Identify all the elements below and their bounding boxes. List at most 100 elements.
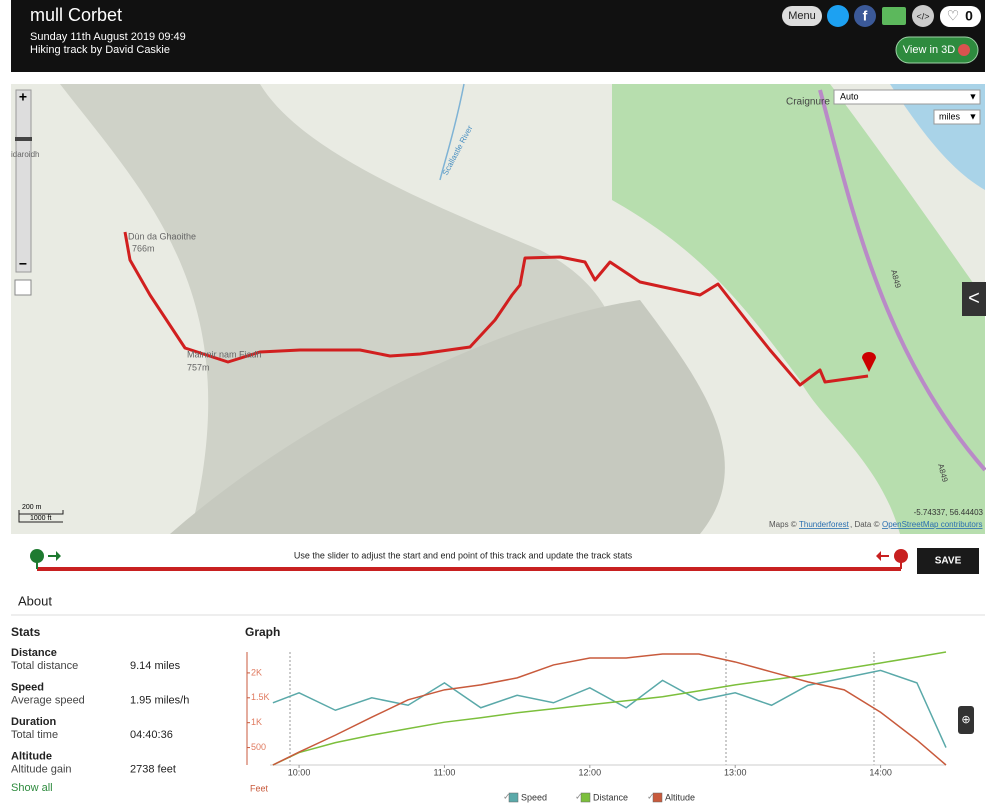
stat-value: 1.95 miles/h [130, 694, 189, 706]
email-button[interactable] [882, 7, 906, 25]
units[interactable]: miles [939, 111, 961, 121]
legend-label: Altitude [665, 792, 695, 802]
y-tick-label: 1.5K [251, 692, 270, 702]
slider-end-handle[interactable] [894, 549, 908, 563]
series-line [272, 651, 947, 766]
zoom-out[interactable]: − [19, 256, 27, 272]
x-tick-label: 13:00 [724, 767, 747, 777]
zoom-handle[interactable] [15, 137, 32, 141]
zoom-bar [15, 89, 32, 273]
legend-check: ✓ [575, 791, 583, 801]
y-tick-label: 2K [251, 667, 262, 677]
map-label: idaroidh [11, 150, 39, 159]
stat-label: Total distance [11, 660, 78, 672]
y-tick-label: 1K [251, 717, 262, 727]
x-tick-label: 11:00 [434, 767, 456, 777]
stats-heading: Stats [11, 625, 41, 639]
fullscreen-button[interactable] [14, 279, 32, 296]
series-line [272, 653, 947, 766]
x-tick-label: 10:00 [288, 767, 311, 777]
scale-bar [18, 510, 64, 523]
attribution-link[interactable]: Thunderforest [799, 520, 850, 529]
legend-swatch [508, 792, 519, 803]
end-arrow [876, 551, 889, 561]
header-bar [11, 0, 985, 72]
hill-shade [170, 300, 725, 534]
stat-label: Total time [11, 729, 58, 741]
road [818, 89, 986, 472]
embed-icon: </> [916, 11, 929, 21]
legend-check: ✓ [503, 791, 511, 801]
series-line [272, 669, 947, 748]
heart-icon: ♡ [947, 8, 960, 24]
slider-instruction: Use the slider to adjust the start and e… [294, 550, 633, 560]
zoom-control: + − [14, 89, 32, 296]
stat-label: Average speed [11, 694, 85, 706]
like-button[interactable] [940, 6, 981, 27]
start-arrow [48, 551, 61, 561]
graph: 500 1K 1.5K 2K 10:00 11:00 12:00 13:00 14:00 ✓ Spe… [246, 651, 947, 803]
legend-label: Distance [593, 792, 628, 802]
stat-group: Distance [11, 647, 57, 659]
map-mode-select[interactable] [833, 89, 981, 105]
graph-heading: Graph [245, 625, 280, 639]
graph-zoom-button[interactable] [958, 706, 974, 734]
save-label[interactable]: SAVE [935, 556, 962, 567]
map-label: Dùn da Ghaoithe [128, 231, 196, 241]
x-tick-label: 12:00 [579, 767, 602, 777]
map-label: 757m [187, 362, 210, 372]
attribution: , Data © [850, 520, 880, 529]
scale-metric: 200 m [22, 504, 42, 511]
y-tick-label: 500 [251, 742, 266, 752]
facebook-button[interactable] [854, 5, 876, 27]
stat-value: 04:40:36 [130, 729, 173, 741]
menu-button[interactable] [782, 6, 822, 26]
side-panel-toggle[interactable] [962, 282, 986, 316]
track-subtitle: Hiking track by David Caskie [30, 44, 170, 56]
track-date: Sunday 11th August 2019 09:49 [30, 31, 186, 43]
y-axis-label: Feet [250, 783, 269, 793]
forest [612, 84, 985, 534]
stat-group: Speed [11, 681, 44, 693]
menu-label[interactable]: Menu [788, 10, 816, 22]
view-3d-button[interactable] [895, 36, 979, 64]
save-button[interactable] [917, 548, 979, 574]
facebook-icon: f [863, 8, 868, 24]
stat-group: Altitude [11, 750, 52, 762]
legend-check: ✓ [647, 791, 655, 801]
side-panel-icon: < [968, 287, 980, 309]
slider-start-handle[interactable] [30, 549, 44, 563]
dropdown-arrow: ▼ [969, 111, 978, 121]
x-tick-label: 14:00 [869, 767, 892, 777]
scale-imperial: 1000 ft [30, 515, 51, 522]
river [439, 83, 465, 181]
twitter-button[interactable] [827, 5, 849, 27]
map-label: Mainnir nam Fiadh [187, 349, 262, 359]
stat-group: Duration [11, 716, 57, 728]
show-all-link[interactable]: Show all [11, 782, 53, 794]
map-mode[interactable]: Auto [840, 91, 859, 101]
zoom-in[interactable]: + [19, 89, 27, 105]
end-marker [862, 352, 876, 372]
map-label: 766m [132, 243, 155, 253]
dropdown-arrow: ▼ [969, 91, 978, 101]
legend-swatch [652, 792, 663, 803]
about-heading: About [18, 593, 52, 608]
track-title: mull Corbet [30, 5, 122, 25]
legend-label: Speed [521, 792, 547, 802]
view-3d-icon [958, 44, 970, 56]
embed-button[interactable] [912, 5, 934, 27]
stat-value: 2738 feet [130, 763, 176, 775]
map-label: Craignure [786, 97, 830, 108]
view-3d-label[interactable]: View in 3D [903, 44, 955, 56]
track-route [123, 231, 869, 387]
graph-zoom-icon: ⊕ [961, 714, 970, 726]
legend-swatch [580, 792, 591, 803]
coordinates: -5.74337, 56.44403 [914, 508, 984, 517]
units-select[interactable] [933, 109, 981, 125]
stat-value: 9.14 miles [130, 660, 181, 672]
attribution-link[interactable]: OpenStreetMap contributors [882, 520, 983, 529]
